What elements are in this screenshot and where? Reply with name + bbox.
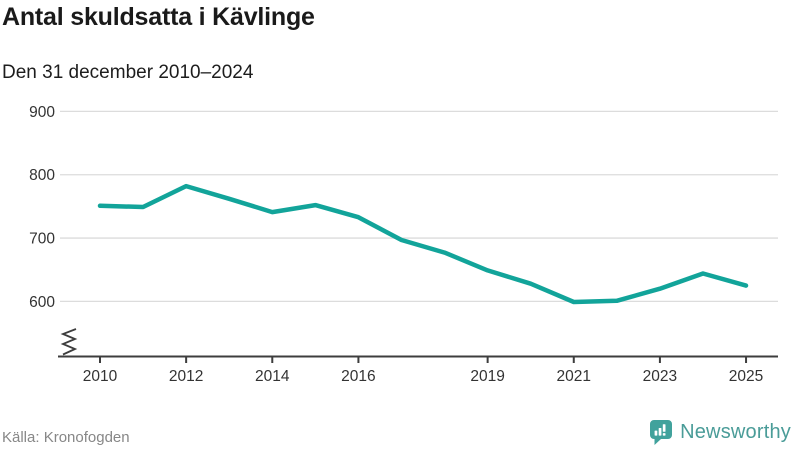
x-axis-tick-label: 2010 [83, 368, 118, 385]
chart-subtitle: Den 31 december 2010–2024 [2, 62, 254, 83]
y-axis-tick-label: 600 [29, 294, 55, 311]
x-axis-tick-label: 2019 [470, 368, 504, 385]
source-note: Källa: Kronofogden [2, 429, 130, 446]
brand-name: Newsworthy [680, 421, 791, 443]
x-axis-tick-label: 2016 [341, 368, 375, 385]
axis-break-icon [60, 328, 78, 356]
data-line [97, 183, 749, 305]
brand-lockup: Newsworthy [649, 419, 791, 446]
y-axis-tick-label: 900 [29, 104, 55, 121]
x-axis-tick-label: 2012 [169, 368, 203, 385]
newsworthy-chart-bubble-icon [650, 420, 673, 445]
y-axis-tick-label: 700 [29, 231, 55, 248]
x-axis-tick-label: 2023 [643, 368, 677, 385]
y-axis-tick-label: 800 [29, 167, 55, 184]
chart-title: Antal skuldsatta i Kävlinge [2, 3, 315, 31]
x-axis-tick-label: 2021 [557, 368, 591, 385]
x-axis-tick-label: 2025 [729, 368, 763, 385]
x-axis-tick-label: 2014 [255, 368, 290, 385]
